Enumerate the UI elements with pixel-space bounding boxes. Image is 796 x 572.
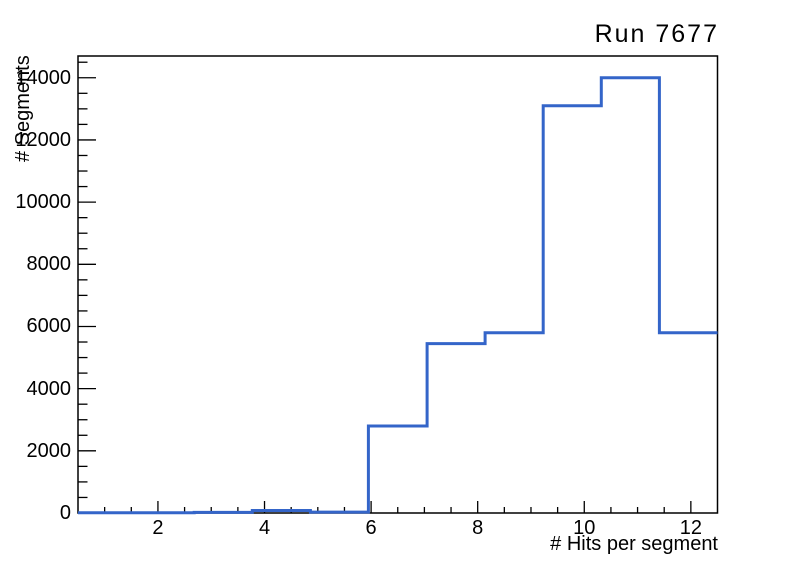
x-tick-label: 6 bbox=[365, 517, 377, 539]
x-axis-title: # Hits per segment bbox=[550, 533, 718, 555]
y-tick-label: 14000 bbox=[15, 66, 71, 89]
x-tick-label: 8 bbox=[472, 517, 484, 539]
y-tick-label: 2000 bbox=[26, 439, 72, 462]
x-tick-label: 4 bbox=[258, 517, 271, 539]
y-tick-label: 12000 bbox=[15, 128, 71, 151]
y-tick-label: 0 bbox=[59, 502, 71, 524]
x-tick-label: 12 bbox=[679, 517, 702, 539]
y-tick-label: 10000 bbox=[15, 191, 71, 214]
histogram-line bbox=[78, 76, 718, 515]
y-tick-label: 6000 bbox=[26, 315, 72, 338]
plot-frame bbox=[77, 55, 719, 514]
plot-title: Run 7677 bbox=[594, 20, 719, 48]
x-tick-label: 2 bbox=[152, 517, 164, 539]
y-tick-label: 4000 bbox=[26, 377, 72, 400]
y-tick-label: 8000 bbox=[26, 253, 72, 276]
x-tick-label: 10 bbox=[573, 517, 596, 539]
